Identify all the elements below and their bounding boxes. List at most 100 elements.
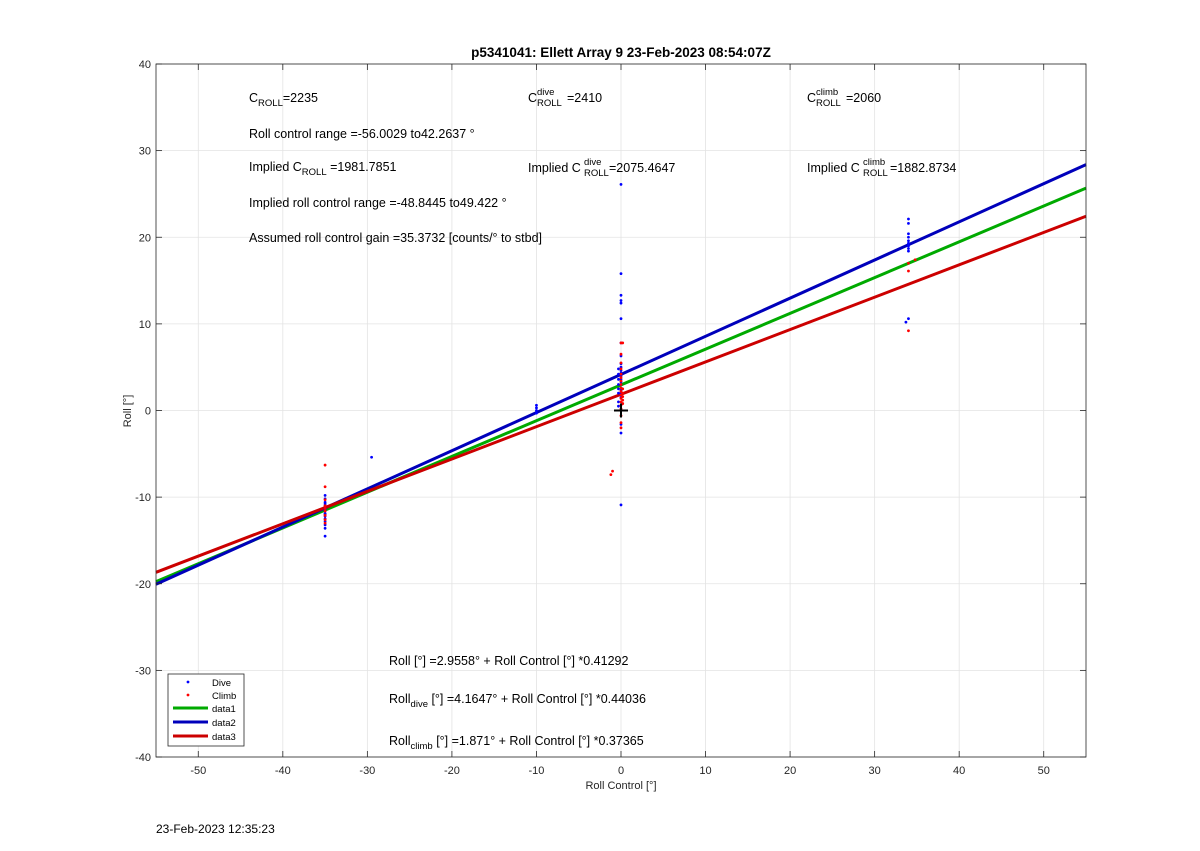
point-dive xyxy=(619,503,623,507)
point-dive xyxy=(907,217,910,221)
annotation-assumed-gain: Assumed roll control gain =35.3732 [coun… xyxy=(249,231,542,245)
legend-data2-label: data2 xyxy=(212,718,236,729)
origin-marker xyxy=(614,403,628,418)
footer-timestamp: 23-Feb-2023 12:35:23 xyxy=(156,822,275,836)
point-dive xyxy=(907,247,910,250)
annotation-implied-c-roll-climb-sup: climb xyxy=(863,157,885,168)
point-climb xyxy=(619,390,623,393)
point-dive xyxy=(907,221,910,225)
point-climb xyxy=(619,383,623,386)
point-dive xyxy=(535,409,538,412)
point-climb xyxy=(619,426,623,430)
annotation-implied-roll-range: Implied roll control range =-48.8445 to4… xyxy=(249,196,507,210)
x-tick-label: 40 xyxy=(953,765,965,777)
point-dive xyxy=(907,235,910,239)
point-climb xyxy=(621,395,625,399)
point-dive xyxy=(617,383,620,386)
point-climb xyxy=(621,387,625,391)
point-dive xyxy=(904,320,908,324)
point-climb xyxy=(323,504,327,508)
point-climb xyxy=(619,393,623,397)
y-tick-label: -30 xyxy=(135,665,151,677)
point-climb xyxy=(619,379,623,383)
point-climb xyxy=(323,506,327,510)
annotation-c-roll-dive-sup: dive xyxy=(537,87,554,98)
point-climb xyxy=(611,469,614,473)
annotation-c-roll: CROLL=2235 xyxy=(249,91,318,109)
point-climb xyxy=(619,372,623,376)
x-tick-label: 10 xyxy=(699,765,711,777)
point-dive xyxy=(907,249,910,253)
annotation-c-roll-dive: C xyxy=(528,91,537,105)
annotation-c-roll-climb: C xyxy=(807,91,816,105)
annotation-c-roll-climb-sub: ROLL xyxy=(816,98,841,109)
point-dive xyxy=(323,493,327,497)
y-tick-label: 30 xyxy=(139,146,151,158)
x-tick-label: -40 xyxy=(275,765,291,777)
point-climb xyxy=(323,509,327,513)
y-tick-label: 40 xyxy=(139,59,151,71)
point-dive xyxy=(907,244,910,248)
point-dive xyxy=(535,406,538,410)
point-dive xyxy=(619,293,623,297)
point-dive xyxy=(619,272,623,276)
point-dive xyxy=(907,232,910,236)
annotation-implied-c-roll-dive-value: =2075.4647 xyxy=(609,161,675,175)
annotation-implied-c-roll-dive: Implied C xyxy=(528,161,581,175)
annotation-implied-c-roll-dive-sup: dive xyxy=(584,157,601,168)
annotation-c-roll-climb-sup: climb xyxy=(816,87,838,98)
legend-dive-label: Dive xyxy=(212,678,231,689)
annotation-implied-c-roll-dive-sub: ROLL xyxy=(584,168,609,179)
point-climb xyxy=(907,261,910,265)
annotation-fit-all: Roll [°] =2.9558° + Roll Control [°] *0.… xyxy=(389,654,628,668)
annotation-implied-c-roll-climb: Implied C xyxy=(807,161,860,175)
y-tick-label: 20 xyxy=(139,232,151,244)
point-climb xyxy=(621,341,625,345)
point-climb xyxy=(323,498,327,502)
legend-box xyxy=(167,673,245,747)
y-tick-label: -10 xyxy=(135,492,151,504)
point-dive xyxy=(907,239,910,243)
x-axis-label: Roll Control [°] xyxy=(585,780,656,792)
point-climb xyxy=(619,421,623,425)
point-dive xyxy=(617,372,620,376)
x-tick-label: 20 xyxy=(784,765,796,777)
annotation-implied-c-roll-climb-value: =1882.8734 xyxy=(890,161,956,175)
y-tick-label: 0 xyxy=(145,406,151,418)
point-dive xyxy=(617,391,620,395)
point-dive xyxy=(617,400,620,404)
point-climb xyxy=(619,361,623,365)
point-climb xyxy=(913,258,917,262)
point-dive xyxy=(323,526,327,530)
point-climb xyxy=(619,352,623,356)
point-climb xyxy=(621,398,625,402)
point-climb xyxy=(621,391,625,395)
point-climb xyxy=(323,463,327,467)
annotation-implied-c-roll-climb-sub: ROLL xyxy=(863,168,888,179)
point-dive xyxy=(617,387,620,391)
annotation-fit-climb: Rollclimb [°] =1.871° + Roll Control [°]… xyxy=(389,734,644,752)
legend: Dive Climb data1 data2 data3 xyxy=(167,673,245,747)
annotation-implied-c-roll: Implied CROLL =1981.7851 xyxy=(249,160,397,178)
point-dive xyxy=(617,377,620,381)
x-tick-label: -30 xyxy=(359,765,375,777)
annotation-c-roll-dive-sub: ROLL xyxy=(537,98,562,109)
point-dive xyxy=(617,404,620,408)
chart-title: p5341041: Ellett Array 9 23-Feb-2023 08:… xyxy=(471,45,771,60)
point-dive xyxy=(535,411,538,415)
point-climb xyxy=(609,473,613,477)
point-dive xyxy=(370,455,373,459)
ticks: -50 -40 -30 -20 -10 0 10 20 30 40 50 -40 -30 -20 -10 0 1… xyxy=(135,59,1086,777)
x-tick-label: 30 xyxy=(869,765,881,777)
x-tick-label: 50 xyxy=(1038,765,1050,777)
x-tick-label: -50 xyxy=(190,765,206,777)
point-dive xyxy=(907,317,910,321)
point-climb xyxy=(323,518,327,522)
y-axis-label: Roll [°] xyxy=(122,395,134,428)
point-dive xyxy=(619,183,623,186)
x-tick-label: 0 xyxy=(618,765,624,777)
point-dive xyxy=(619,317,623,321)
y-tick-label: 10 xyxy=(139,319,151,331)
point-climb xyxy=(323,485,327,489)
point-climb xyxy=(619,400,623,404)
